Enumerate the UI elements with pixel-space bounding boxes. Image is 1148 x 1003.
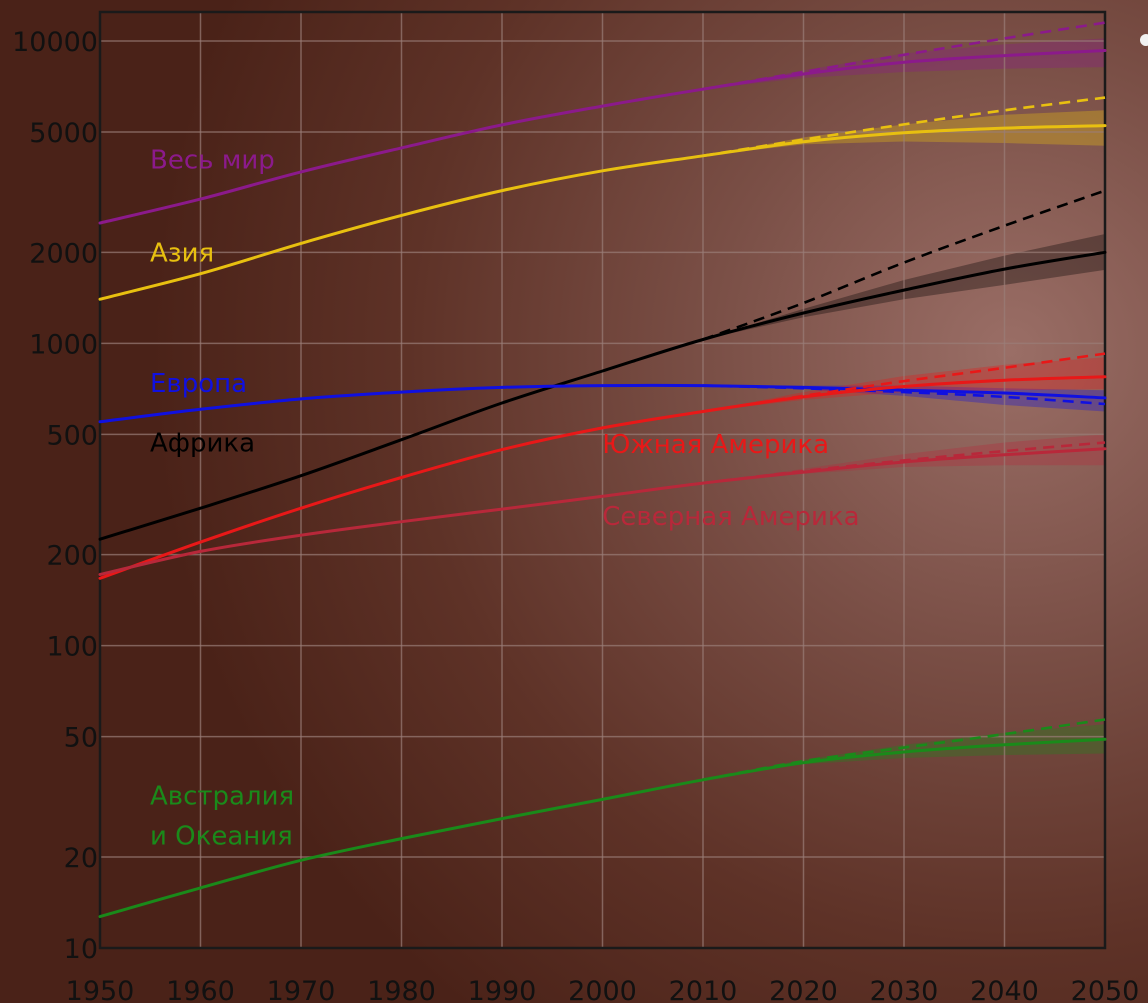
y-tick-label-200: 200 bbox=[46, 541, 98, 572]
series-label-5: Северная Америка bbox=[602, 502, 859, 532]
series-label-6-line-1: и Океания bbox=[150, 821, 293, 851]
plot-frame bbox=[98, 10, 1107, 950]
x-tick-label-1980: 1980 bbox=[367, 976, 436, 1003]
series-line-1 bbox=[98, 124, 1107, 301]
y-tick-label-100: 100 bbox=[46, 632, 98, 663]
series-label-6: Австралия и Океания bbox=[150, 781, 294, 851]
series-line-4 bbox=[98, 375, 1107, 580]
series-label-0: Весь мир bbox=[150, 146, 275, 176]
series-label-3: Европа bbox=[150, 369, 247, 399]
x-tick-label-1950: 1950 bbox=[66, 976, 135, 1003]
y-tick-label-500: 500 bbox=[46, 420, 98, 451]
y-tick-label-10: 10 bbox=[64, 934, 98, 965]
series-line-6 bbox=[98, 737, 1107, 919]
x-tick-label-1990: 1990 bbox=[468, 976, 537, 1003]
y-tick-label-10000: 10000 bbox=[12, 27, 98, 58]
series-label-0-line-0: Весь мир bbox=[150, 146, 275, 176]
series-lines bbox=[98, 21, 1107, 919]
series-label-2-line-0: Африка bbox=[150, 428, 255, 458]
series-line-2 bbox=[98, 250, 1107, 541]
series-projection-0 bbox=[702, 21, 1106, 91]
x-tick-label-2040: 2040 bbox=[970, 976, 1039, 1003]
series-label-1: Азия bbox=[150, 238, 214, 268]
series-projection-1 bbox=[702, 96, 1106, 158]
series-projection-3 bbox=[702, 384, 1106, 406]
series-label-5-line-0: Северная Америка bbox=[602, 502, 859, 532]
x-tick-label-2030: 2030 bbox=[870, 976, 939, 1003]
series-projection-4 bbox=[702, 352, 1106, 413]
x-tick-label-1970: 1970 bbox=[267, 976, 336, 1003]
y-tick-label-2000: 2000 bbox=[29, 238, 98, 269]
series-label-4-line-0: Южная Америка bbox=[602, 430, 829, 460]
y-tick-label-20: 20 bbox=[64, 843, 98, 874]
x-tick-label-2020: 2020 bbox=[769, 976, 838, 1003]
series-line-3 bbox=[98, 383, 1107, 424]
series-label-3-line-0: Европа bbox=[150, 369, 247, 399]
x-tick-label-1960: 1960 bbox=[166, 976, 235, 1003]
series-line-0 bbox=[98, 49, 1107, 225]
series-label-6-line-0: Австралия bbox=[150, 781, 294, 811]
series-label-1-line-0: Азия bbox=[150, 238, 214, 268]
series-projection-6 bbox=[702, 718, 1106, 782]
y-tick-label-1000: 1000 bbox=[29, 329, 98, 360]
x-tick-label-2000: 2000 bbox=[568, 976, 637, 1003]
x-tick-label-2050: 2050 bbox=[1071, 976, 1140, 1003]
series-line-5 bbox=[98, 447, 1107, 576]
series-label-2: Африка bbox=[150, 428, 255, 458]
series-labels: Весь мир Азия Африка Европа Южная Америка Сев… bbox=[150, 146, 860, 852]
y-tick-label-5000: 5000 bbox=[29, 118, 98, 149]
y-tick-label-50: 50 bbox=[64, 723, 98, 754]
series-label-4: Южная Америка bbox=[602, 430, 829, 460]
series-projection-5 bbox=[702, 441, 1106, 485]
x-tick-label-2010: 2010 bbox=[669, 976, 738, 1003]
bullet-dot bbox=[1140, 34, 1148, 46]
